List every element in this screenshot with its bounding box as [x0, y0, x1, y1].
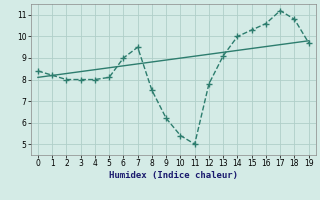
- X-axis label: Humidex (Indice chaleur): Humidex (Indice chaleur): [109, 171, 238, 180]
